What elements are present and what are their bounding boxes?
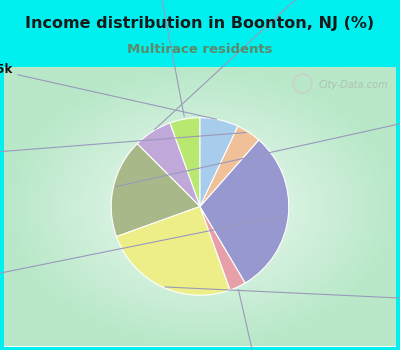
Text: Income distribution in Boonton, NJ (%): Income distribution in Boonton, NJ (%): [26, 16, 374, 31]
Wedge shape: [116, 206, 230, 295]
Text: $75k: $75k: [0, 63, 217, 119]
Wedge shape: [200, 206, 245, 290]
Text: $200k: $200k: [0, 215, 286, 290]
Wedge shape: [200, 140, 289, 283]
Text: $50k: $50k: [0, 133, 246, 162]
Text: $60k: $60k: [238, 289, 292, 350]
Wedge shape: [200, 118, 238, 206]
Wedge shape: [170, 118, 200, 206]
Text: $150k: $150k: [134, 0, 184, 116]
Text: $100k: $100k: [116, 106, 400, 187]
Wedge shape: [111, 144, 200, 237]
Wedge shape: [137, 123, 200, 206]
Text: $125k: $125k: [165, 287, 400, 307]
Text: City-Data.com: City-Data.com: [318, 80, 388, 91]
Text: Multirace residents: Multirace residents: [127, 43, 273, 56]
Text: > $200k: > $200k: [154, 0, 348, 130]
Wedge shape: [200, 126, 259, 206]
